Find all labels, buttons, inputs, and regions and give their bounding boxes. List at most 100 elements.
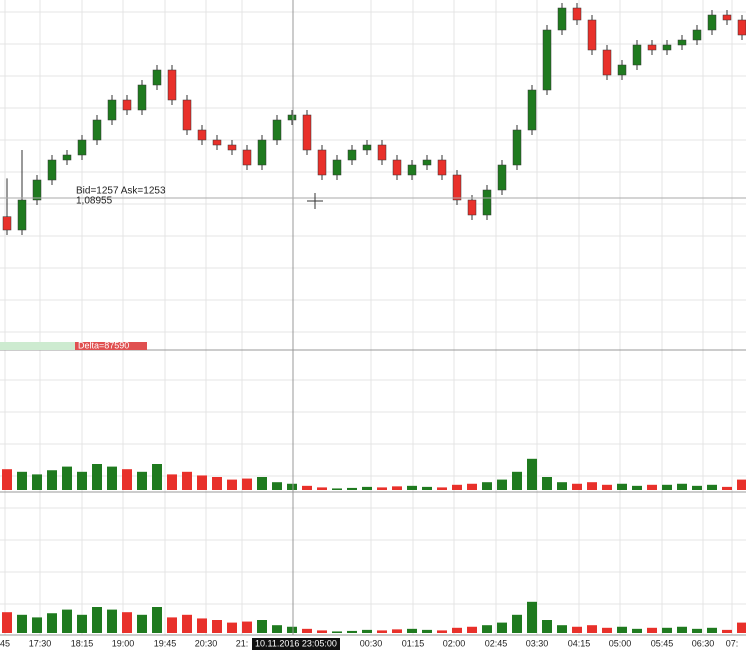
volume-bar (557, 482, 567, 490)
volume-bar (407, 628, 417, 633)
candle-body (722, 14, 732, 21)
time-label: 19:45 (154, 638, 177, 648)
volume-bar (527, 601, 537, 633)
time-label: 19:00 (112, 638, 135, 648)
volume-bar (152, 607, 162, 633)
volume-bar (737, 622, 746, 633)
candle-body (452, 174, 462, 201)
candle-body (407, 164, 417, 176)
volume-bar (77, 471, 87, 490)
candle-body (692, 29, 702, 41)
time-label: 04:15 (568, 638, 591, 648)
volume-bar (62, 609, 72, 633)
volume-bar (647, 484, 657, 490)
delta-box (75, 342, 147, 350)
volume-bar (257, 477, 267, 490)
volume-bar (512, 471, 522, 490)
candle-body (197, 129, 207, 141)
volume-bar (452, 484, 462, 490)
volume-bar (332, 488, 342, 490)
candle-body (122, 99, 132, 111)
volume-bar (212, 477, 222, 490)
volume-bar (557, 625, 567, 633)
volume-bar (347, 630, 357, 633)
candle-body (92, 119, 102, 141)
volume-bar (497, 479, 507, 490)
volume-bar (122, 469, 132, 490)
volume-bar (527, 458, 537, 490)
volume-bar (257, 620, 267, 633)
volume-bar (587, 482, 597, 490)
volume-bar (227, 622, 237, 633)
volume-bar (647, 627, 657, 633)
volume-bar (392, 486, 402, 490)
volume-bar (302, 485, 312, 490)
candle-body (572, 7, 582, 21)
volume-bar (137, 471, 147, 490)
candle-body (497, 164, 507, 191)
time-label: 45 (0, 638, 10, 648)
volume-bar (692, 485, 702, 490)
volume-bar (722, 486, 732, 490)
volume-bar (47, 613, 57, 633)
volume-bar (587, 625, 597, 633)
candle-body (347, 149, 357, 161)
volume-bar (437, 630, 447, 633)
time-label: 10.11.2016 23:05:00 (255, 638, 337, 648)
volume-bar (452, 627, 462, 633)
volume-bar (617, 483, 627, 490)
candle-body (317, 149, 327, 176)
volume-bar (47, 470, 57, 490)
volume-bar (77, 614, 87, 633)
time-highlight (252, 638, 340, 650)
volume-bar (407, 485, 417, 490)
volume-bar (362, 629, 372, 633)
volume-bar (32, 474, 42, 490)
time-label: 05:45 (651, 638, 674, 648)
candle-body (512, 129, 522, 166)
volume-bar (602, 484, 612, 490)
volume-bar (467, 483, 477, 490)
candle-body (77, 139, 87, 156)
time-label: 02:45 (485, 638, 508, 648)
volume-bar (377, 487, 387, 490)
volume-bar (542, 620, 552, 633)
candle-body (152, 69, 162, 86)
volume-bar (32, 617, 42, 633)
volume-bar (467, 626, 477, 633)
volume-bar (122, 612, 132, 633)
volume-bar (197, 618, 207, 633)
volume-bar (2, 612, 12, 633)
candle-body (287, 114, 297, 121)
volume-bar (17, 471, 27, 490)
volume-bar (482, 625, 492, 633)
candle-body (272, 119, 282, 141)
time-label: 20:30 (195, 638, 218, 648)
volume-bar (707, 484, 717, 490)
candle-body (227, 144, 237, 151)
delta-bar (0, 342, 75, 350)
candle-body (242, 149, 252, 166)
candle-body (377, 144, 387, 161)
volume-bar (182, 471, 192, 490)
volume-bar (62, 466, 72, 490)
volume-bar (92, 607, 102, 633)
crosshair-label: Bid=1257 Ask=1253 (76, 186, 166, 197)
volume-bar (362, 486, 372, 490)
volume-bar (632, 485, 642, 490)
candle-body (212, 139, 222, 146)
volume-bar (92, 464, 102, 490)
volume-bar (107, 466, 117, 490)
volume-bar (182, 614, 192, 633)
candle-body (737, 19, 746, 36)
volume-bar (242, 478, 252, 490)
candle-body (137, 84, 147, 111)
candle-body (587, 19, 597, 51)
volume-bar (212, 620, 222, 633)
volume-bar (512, 614, 522, 633)
volume-bar (17, 614, 27, 633)
volume-bar (287, 483, 297, 490)
volume-bar (317, 487, 327, 490)
candle-body (482, 189, 492, 216)
